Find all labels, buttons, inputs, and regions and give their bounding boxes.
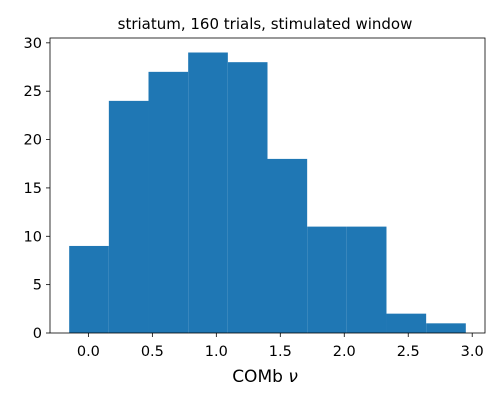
histogram-bar-6 [307, 226, 347, 333]
x-tick-label: 1.0 [205, 344, 228, 360]
histogram-bar-7 [346, 226, 387, 333]
x-tick-label: 2.5 [397, 344, 420, 360]
histogram-bar-3 [188, 52, 228, 333]
plot-frame [49, 37, 486, 334]
y-tick-label: 15 [24, 181, 42, 197]
x-axis-ticks: 0.0 0.5 1.0 1.5 2.0 2.5 3.0 [77, 333, 484, 360]
histogram-bar-4 [227, 62, 268, 334]
x-axis-label-text: COMb [232, 367, 283, 387]
y-tick-label: 5 [33, 278, 42, 294]
chart-title: striatum, 160 trials, stimulated window [118, 15, 413, 33]
histogram-bar-0 [69, 245, 109, 333]
y-tick-label: 25 [24, 84, 42, 100]
y-tick-label: 0 [33, 326, 42, 342]
histogram-bar-2 [148, 71, 189, 333]
y-tick-label: 20 [24, 133, 42, 149]
x-tick-label: 1.5 [269, 344, 292, 360]
histogram-bar-5 [267, 158, 308, 333]
histogram-bar-1 [108, 100, 149, 334]
histogram-bar-9 [426, 323, 466, 333]
y-tick-label: 10 [24, 229, 42, 245]
x-tick-label: 0.0 [77, 344, 100, 360]
bars-group [69, 52, 466, 334]
x-tick-label: 3.0 [461, 344, 484, 360]
x-axis-label-symbol: ν [288, 367, 298, 387]
y-tick-label: 30 [24, 36, 42, 52]
histogram-bar-8 [386, 313, 427, 333]
x-tick-label: 0.5 [141, 344, 164, 360]
x-tick-label: 2.0 [333, 344, 356, 360]
y-axis-ticks: 0 5 10 15 20 25 30 [24, 36, 50, 342]
x-axis-label: COMb ν [232, 367, 298, 387]
